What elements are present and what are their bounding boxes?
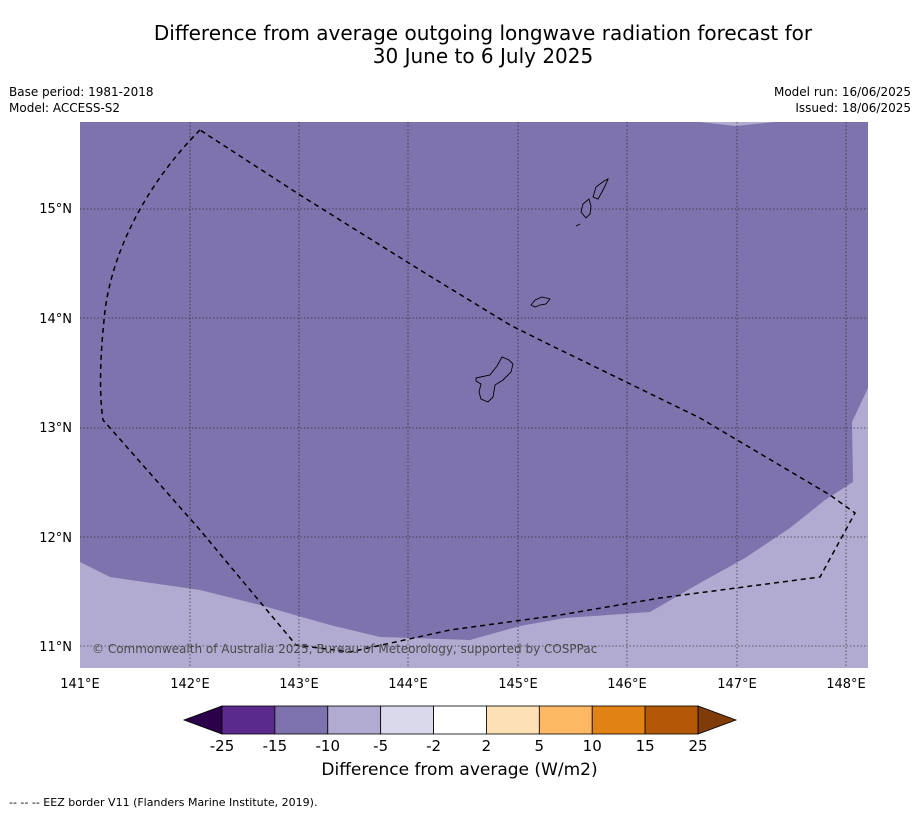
gridlines xyxy=(80,122,868,668)
title-line-2: 30 June to 6 July 2025 xyxy=(372,44,594,68)
colorbar-label: -5 xyxy=(373,737,388,755)
colorbar-label: 10 xyxy=(583,737,602,755)
colorbar-label: 5 xyxy=(535,737,545,755)
colorbar-box xyxy=(433,705,487,735)
colorbar: -25 -15 -10 -5 -2 2 5 10 15 25 xyxy=(182,705,738,755)
colorbar-label: 2 xyxy=(482,737,492,755)
island-saipan xyxy=(592,178,609,200)
colorbar-label: -2 xyxy=(426,737,441,755)
y-tick-label: 13°N xyxy=(39,421,72,436)
colorbar-labels: -25 -15 -10 -5 -2 2 5 10 15 25 xyxy=(210,737,708,755)
colorbar-title: Difference from average (W/m2) xyxy=(321,760,598,780)
model-run: Model run: 16/06/2025 xyxy=(773,85,911,99)
y-axis-ticks: 15°N 14°N 13°N 12°N 11°N xyxy=(39,202,72,655)
map-area: © Commonwealth of Australia 2025, Bureau… xyxy=(80,122,868,668)
y-tick-label: 14°N xyxy=(39,312,72,327)
x-tick-label: 144°E xyxy=(388,677,428,692)
x-tick-label: 147°E xyxy=(717,677,757,692)
x-tick-label: 146°E xyxy=(607,677,647,692)
colorbar-label: -10 xyxy=(316,737,341,755)
colorbar-box xyxy=(274,705,329,735)
meta-left: Base period: 1981-2018 Model: ACCESS-S2 xyxy=(9,84,154,116)
meta-right: Model run: 16/06/2025 Issued: 18/06/2025 xyxy=(774,84,911,116)
y-tick-label: 12°N xyxy=(39,531,72,546)
colorbar-boxes xyxy=(221,705,699,735)
colorbar-box xyxy=(380,705,434,735)
x-tick-label: 142°E xyxy=(170,677,210,692)
anomaly-south-region xyxy=(80,388,868,668)
colorbar-label: -15 xyxy=(263,737,288,755)
colorbar-over-triangle xyxy=(697,705,738,735)
island-aguijan xyxy=(575,223,581,227)
x-tick-label: 145°E xyxy=(498,677,538,692)
colorbar-label: 25 xyxy=(688,737,707,755)
colorbar-label: -25 xyxy=(210,737,235,755)
colorbar-box xyxy=(327,705,382,735)
colorbar-under-triangle xyxy=(182,705,223,735)
colorbar-label: 15 xyxy=(636,737,655,755)
x-tick-label: 141°E xyxy=(60,677,100,692)
colorbar-box xyxy=(591,705,646,735)
chart-title: Difference from average outgoing longwav… xyxy=(0,22,919,68)
model-name: Model: ACCESS-S2 xyxy=(9,101,121,115)
colorbar-box xyxy=(538,705,593,735)
x-tick-label: 143°E xyxy=(279,677,319,692)
copyright-notice: © Commonwealth of Australia 2025, Bureau… xyxy=(92,642,597,656)
issued-date: Issued: 18/06/2025 xyxy=(795,101,911,115)
colorbar-box xyxy=(486,705,540,735)
x-tick-label: 148°E xyxy=(826,677,866,692)
colorbar-box xyxy=(644,705,699,735)
y-tick-label: 15°N xyxy=(39,202,72,217)
eez-legend-note: -- -- -- EEZ border V11 (Flanders Marine… xyxy=(9,796,318,809)
colorbar-box xyxy=(221,705,276,735)
eez-border xyxy=(99,129,856,653)
anomaly-top-region xyxy=(700,122,775,126)
x-axis-ticks: 141°E 142°E 143°E 144°E 145°E 146°E 147°… xyxy=(60,677,866,692)
islands xyxy=(475,178,609,403)
base-period: Base period: 1981-2018 xyxy=(9,85,154,99)
y-tick-label: 11°N xyxy=(39,640,72,655)
island-tinian xyxy=(580,198,592,219)
island-guam xyxy=(475,356,514,403)
title-line-1: Difference from average outgoing longwav… xyxy=(153,21,813,45)
island-rota xyxy=(530,296,551,308)
